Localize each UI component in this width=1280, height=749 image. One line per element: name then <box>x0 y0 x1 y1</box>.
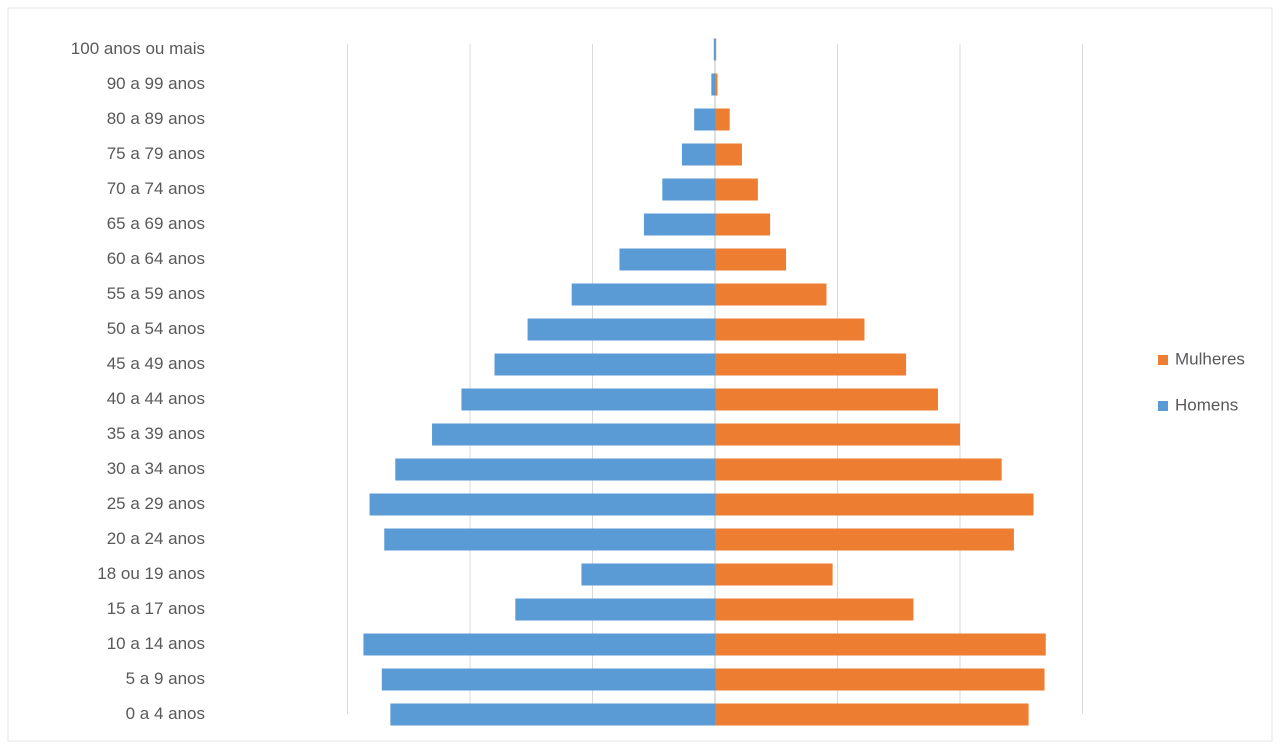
bar <box>715 388 938 411</box>
bar <box>363 633 715 656</box>
legend-swatch <box>1158 355 1168 365</box>
y-tick-label: 45 a 49 anos <box>107 354 205 373</box>
chart-frame <box>7 7 1273 742</box>
y-tick-label: 35 a 39 anos <box>107 424 205 443</box>
bar <box>381 668 715 691</box>
bar <box>715 598 914 621</box>
bar <box>715 38 717 61</box>
y-tick-label: 80 a 89 anos <box>107 109 205 128</box>
y-tick-label: 18 ou 19 anos <box>97 564 205 583</box>
legend-label: Homens <box>1175 395 1238 414</box>
bar <box>715 633 1046 656</box>
bar <box>715 423 960 446</box>
bar <box>715 178 758 201</box>
y-tick-label: 90 a 99 anos <box>107 74 205 93</box>
bar <box>619 248 715 271</box>
bar <box>694 108 715 131</box>
y-tick-label: 75 a 79 anos <box>107 144 205 163</box>
bar <box>571 283 715 306</box>
bar <box>715 563 833 586</box>
bar <box>715 143 742 166</box>
y-tick-label: 40 a 44 anos <box>107 389 205 408</box>
bar <box>715 353 907 376</box>
y-tick-label: 100 anos ou mais <box>71 39 205 58</box>
y-tick-label: 55 a 59 anos <box>107 284 205 303</box>
bar <box>713 38 715 61</box>
bar <box>715 248 787 271</box>
y-tick-label: 60 a 64 anos <box>107 249 205 268</box>
bar <box>715 73 718 96</box>
bar <box>715 108 730 131</box>
bar <box>581 563 715 586</box>
y-tick-label: 10 a 14 anos <box>107 634 205 653</box>
y-tick-label: 70 a 74 anos <box>107 179 205 198</box>
y-tick-label: 50 a 54 anos <box>107 319 205 338</box>
bar <box>715 318 865 341</box>
y-tick-label: 25 a 29 anos <box>107 494 205 513</box>
bar <box>432 423 715 446</box>
bar <box>715 493 1034 516</box>
bar <box>395 458 715 481</box>
y-tick-label: 0 a 4 anos <box>126 704 205 723</box>
bar <box>715 703 1029 726</box>
bar <box>662 178 715 201</box>
bar <box>527 318 715 341</box>
legend-swatch <box>1158 401 1168 411</box>
bar <box>643 213 715 236</box>
bar <box>715 213 771 236</box>
bar <box>681 143 715 166</box>
bar <box>461 388 715 411</box>
bar <box>384 528 715 551</box>
bar <box>715 458 1002 481</box>
y-tick-label: 20 a 24 anos <box>107 529 205 548</box>
y-tick-label: 15 a 17 anos <box>107 599 205 618</box>
bar <box>390 703 715 726</box>
bar <box>715 668 1045 691</box>
bar <box>515 598 715 621</box>
bar <box>715 528 1014 551</box>
bar <box>711 73 715 96</box>
y-tick-label: 5 a 9 anos <box>126 669 205 688</box>
bar <box>369 493 715 516</box>
bar <box>494 353 715 376</box>
legend-label: Mulheres <box>1175 349 1245 368</box>
y-tick-label: 65 a 69 anos <box>107 214 205 233</box>
y-tick-label: 30 a 34 anos <box>107 459 205 478</box>
bar <box>715 283 827 306</box>
